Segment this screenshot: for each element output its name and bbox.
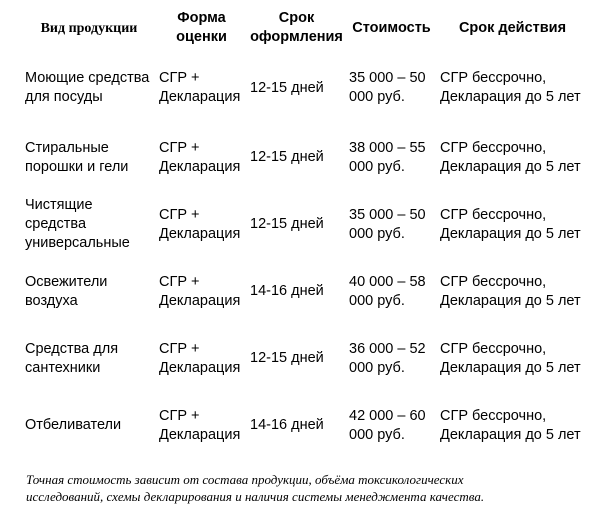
- table-row: Моющие средства для посуды СГР + Деклара…: [22, 52, 588, 124]
- table-header-row: Вид продукции Форма оценки Срок оформлен…: [22, 4, 588, 52]
- cell-product-type: Отбеливатели: [25, 417, 122, 433]
- cell-product-type: Освежители воздуха: [25, 273, 108, 309]
- cell-assessment-form: СГР + Декларация: [159, 70, 241, 105]
- cell-assessment-form: СГР + Декларация: [159, 407, 241, 443]
- footnote: Точная стоимость зависит от состава прод…: [26, 472, 485, 504]
- cell-product-type: Чистящие средства универсальные: [25, 197, 130, 251]
- table-row: Стиральные порошки и гели СГР + Декларац…: [22, 124, 588, 191]
- cell-assessment-form: СГР + Декларация: [159, 340, 241, 376]
- table-row: Освежители воздуха СГР + Декларация 14-1…: [22, 258, 588, 325]
- cell-cost: 35 000 – 50 000 руб.: [349, 70, 426, 105]
- cell-processing-time: 12-15 дней: [250, 149, 324, 165]
- cell-processing-time: 14-16 дней: [250, 417, 324, 433]
- header-validity-period: Срок действия: [458, 19, 567, 36]
- header-cost: Стоимость: [352, 19, 431, 36]
- cell-validity-period: СГР бессрочно, Декларация до 5 лет: [440, 407, 581, 443]
- header-processing-time: Срок оформления: [250, 10, 343, 45]
- cell-cost: 35 000 – 50 000 руб.: [349, 206, 426, 242]
- cell-processing-time: 12-15 дней: [250, 350, 324, 366]
- cell-processing-time: 12-15 дней: [250, 79, 324, 96]
- table-row: Средства для сантехники СГР + Декларация…: [22, 325, 588, 392]
- cell-validity-period: СГР бессрочно, Декларация до 5 лет: [440, 273, 581, 309]
- cell-validity-period: СГР бессрочно, Декларация до 5 лет: [440, 139, 581, 175]
- cell-cost: 40 000 – 58 000 руб.: [349, 273, 426, 309]
- header-assessment-form: Форма оценки: [176, 10, 227, 45]
- cell-validity-period: СГР бессрочно, Декларация до 5 лет: [440, 70, 581, 105]
- cell-processing-time: 12-15 дней: [250, 216, 324, 232]
- cell-cost: 42 000 – 60 000 руб.: [349, 407, 426, 443]
- table-row: Отбеливатели СГР + Декларация 14-16 дней…: [22, 392, 588, 459]
- cell-assessment-form: СГР + Декларация: [159, 273, 241, 309]
- table-row: Чистящие средства универсальные СГР + Де…: [22, 191, 588, 258]
- cell-validity-period: СГР бессрочно, Декларация до 5 лет: [440, 206, 581, 242]
- header-product-type: Вид продукции: [40, 20, 138, 36]
- cell-product-type: Моющие средства для посуды: [25, 70, 150, 105]
- cell-assessment-form: СГР + Декларация: [159, 139, 241, 175]
- cell-product-type: Стиральные порошки и гели: [25, 139, 129, 175]
- cell-cost: 38 000 – 55 000 руб.: [349, 139, 426, 175]
- cell-processing-time: 14-16 дней: [250, 283, 324, 299]
- cell-cost: 36 000 – 52 000 руб.: [349, 340, 426, 376]
- certification-table: Вид продукции Форма оценки Срок оформлен…: [22, 4, 588, 459]
- cell-product-type: Средства для сантехники: [25, 340, 119, 376]
- cell-validity-period: СГР бессрочно, Декларация до 5 лет: [440, 340, 581, 376]
- cell-assessment-form: СГР + Декларация: [159, 206, 241, 242]
